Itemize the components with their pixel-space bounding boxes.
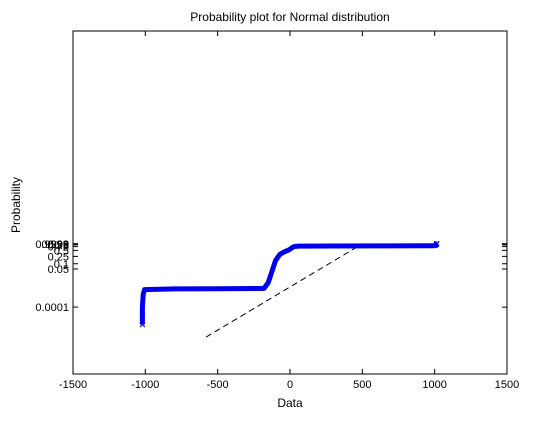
y-tick-label: 0.25 — [48, 251, 69, 263]
y-tick-label: 0.99 — [48, 239, 69, 251]
x-tick-label: -1000 — [131, 379, 159, 391]
x-tick-label: -1500 — [59, 379, 87, 391]
y-tick-label: 0.0001 — [35, 302, 69, 314]
y-tick-label: 0.1 — [54, 259, 69, 271]
data-point-marker — [433, 240, 440, 247]
y-tick-label: 0.999 — [41, 239, 69, 251]
plot-background — [73, 31, 507, 374]
data-point-marker — [139, 312, 146, 319]
x-axis-label: Data — [277, 396, 303, 410]
y-tick-label: 0.5 — [54, 245, 69, 257]
plot-frame — [72, 30, 508, 375]
y-tick-label: 0.95 — [48, 239, 69, 251]
y-tick-label: 0.75 — [48, 242, 69, 254]
data-point-marker — [139, 321, 146, 328]
y-tick-label: 0.9 — [54, 240, 69, 252]
x-tick-label: 1500 — [495, 379, 519, 391]
data-layer — [139, 240, 440, 328]
x-tick-label: 500 — [353, 379, 371, 391]
y-axis-ticks: 0.0001 0.050.10.250.50.750.90.950.990.999… — [35, 239, 507, 314]
data-series-trace — [139, 241, 439, 325]
chart-title: Probability plot for Normal distribution — [190, 10, 389, 24]
y-tick-label: 0.9999 — [35, 239, 69, 251]
x-tick-label: 0 — [287, 379, 293, 391]
reference-line-layer — [205, 243, 363, 338]
x-tick-label: -500 — [207, 379, 229, 391]
x-tick-label: 1000 — [422, 379, 446, 391]
y-tick-label: 0.05 — [48, 264, 69, 276]
y-axis-label: Probability — [9, 177, 23, 233]
x-axis-ticks: -1500 -1000 -500 0 500 1000 1500 — [59, 31, 519, 391]
reference-line — [205, 243, 363, 338]
